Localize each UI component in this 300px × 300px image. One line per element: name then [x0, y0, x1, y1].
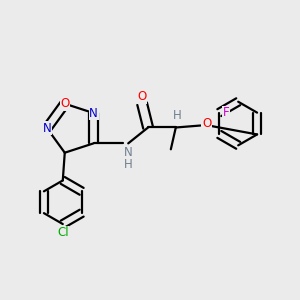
Text: F: F [223, 106, 230, 119]
Text: N: N [43, 122, 51, 135]
Text: N: N [89, 106, 98, 120]
Text: Cl: Cl [57, 226, 69, 239]
Text: O: O [60, 97, 69, 110]
Text: H: H [124, 158, 133, 171]
Text: O: O [202, 117, 211, 130]
Text: N: N [124, 146, 133, 159]
Text: O: O [137, 90, 147, 103]
Text: H: H [172, 109, 181, 122]
